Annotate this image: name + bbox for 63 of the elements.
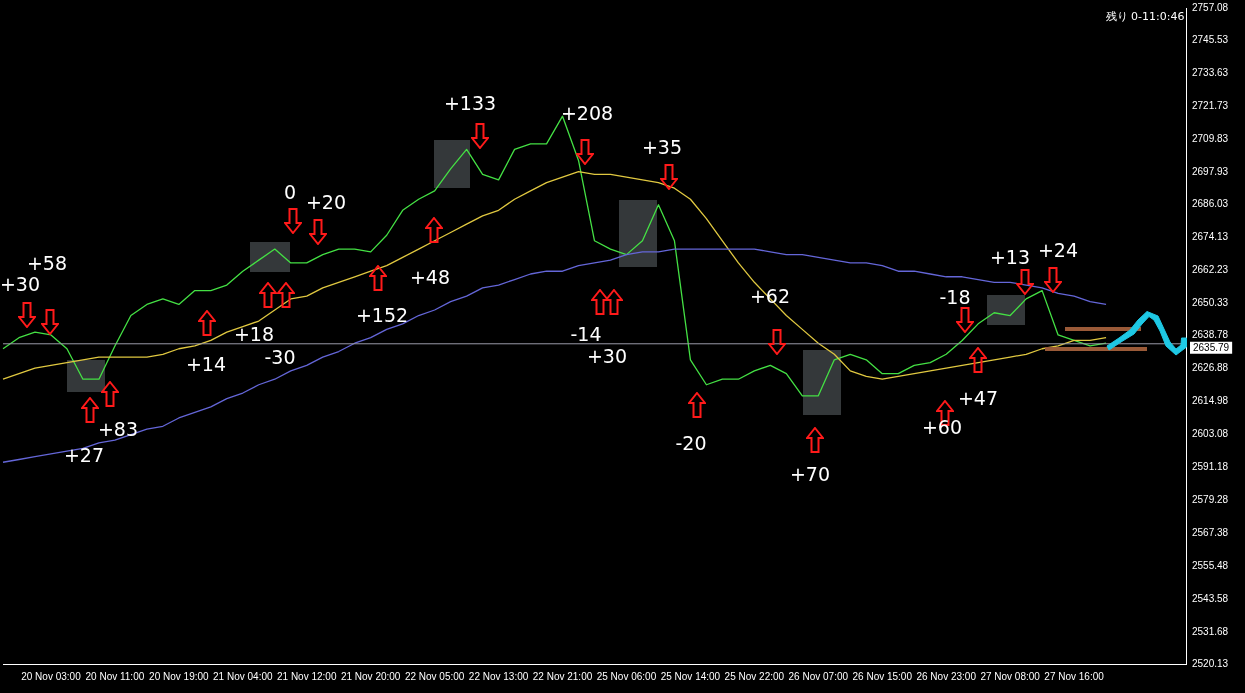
annotation: +30 [586, 344, 628, 367]
annotation: +20 [305, 190, 347, 213]
x-tick-label: 20 Nov 19:00 [149, 670, 210, 682]
annotation: +208 [560, 101, 614, 124]
annotation: +14 [185, 352, 227, 375]
y-tick-label: 2543.58 [1192, 592, 1229, 604]
x-tick-label: 20 Nov 03:00 [21, 670, 82, 682]
y-tick-label: 2567.38 [1192, 526, 1229, 538]
annotation: -20 [675, 431, 707, 454]
y-tick-label: 2674.13 [1192, 231, 1229, 243]
x-tick-label: 25 Nov 06:00 [596, 670, 657, 682]
y-tick-label: 2614.98 [1192, 395, 1229, 407]
y-tick-label: 2638.78 [1192, 329, 1229, 341]
y-tick-label: 2757.08 [1192, 1, 1229, 13]
annotation: -18 [939, 285, 971, 308]
annotation: -30 [264, 345, 296, 368]
x-tick-label: 26 Nov 15:00 [852, 670, 913, 682]
y-tick-label: 2686.03 [1192, 198, 1229, 210]
x-tick-label: 22 Nov 05:00 [404, 670, 465, 682]
annotation: 残り 0-11:0:46 [1105, 9, 1185, 23]
y-tick-label: 2531.68 [1192, 625, 1229, 637]
annotation: +13 [989, 245, 1031, 268]
y-tick-label: 2650.33 [1192, 297, 1229, 309]
annotation: +48 [409, 265, 451, 288]
annotation: -14 [570, 322, 602, 345]
annotation: +24 [1037, 238, 1079, 261]
y-tick-label: 2733.63 [1192, 66, 1229, 78]
y-tick-label: 2721.73 [1192, 99, 1229, 111]
annotation: 0 [283, 180, 297, 203]
annotation: +30 [0, 272, 41, 295]
annotation: +58 [26, 251, 68, 274]
y-tick-label: 2626.88 [1192, 362, 1229, 374]
ref-line-label: 2635.79 [1193, 341, 1230, 353]
x-tick-label: 26 Nov 07:00 [788, 670, 849, 682]
annotation: +27 [63, 443, 105, 466]
annotation: +47 [957, 386, 999, 409]
y-tick-label: 2520.13 [1192, 657, 1229, 669]
y-tick-label: 2745.53 [1192, 33, 1229, 45]
x-tick-label: 22 Nov 21:00 [532, 670, 593, 682]
y-tick-label: 2603.08 [1192, 428, 1229, 440]
x-tick-label: 21 Nov 20:00 [340, 670, 401, 682]
annotation: +35 [641, 135, 683, 158]
y-tick-label: 2579.28 [1192, 493, 1229, 505]
x-tick-label: 25 Nov 14:00 [660, 670, 721, 682]
y-tick-label: 2662.23 [1192, 264, 1229, 276]
x-tick-label: 26 Nov 23:00 [916, 670, 977, 682]
x-tick-label: 21 Nov 04:00 [213, 670, 273, 682]
y-tick-label: 2697.93 [1192, 165, 1229, 177]
annotation: +133 [443, 91, 497, 114]
annotation: +60 [921, 415, 963, 438]
y-tick-label: 2709.83 [1192, 132, 1229, 144]
annotation: +70 [789, 462, 831, 485]
x-tick-label: 22 Nov 13:00 [468, 670, 529, 682]
y-tick-label: 2591.18 [1192, 461, 1229, 473]
annotation: +18 [233, 322, 275, 345]
x-tick-label: 27 Nov 08:00 [980, 670, 1041, 682]
annotation: +152 [355, 303, 409, 326]
x-tick-label: 21 Nov 12:00 [276, 670, 337, 682]
y-tick-label: 2555.48 [1192, 559, 1229, 571]
annotation: +83 [97, 417, 139, 440]
x-tick-label: 20 Nov 11:00 [85, 670, 145, 682]
x-tick-label: 27 Nov 16:00 [1044, 670, 1105, 682]
x-tick-label: 25 Nov 22:00 [724, 670, 785, 682]
